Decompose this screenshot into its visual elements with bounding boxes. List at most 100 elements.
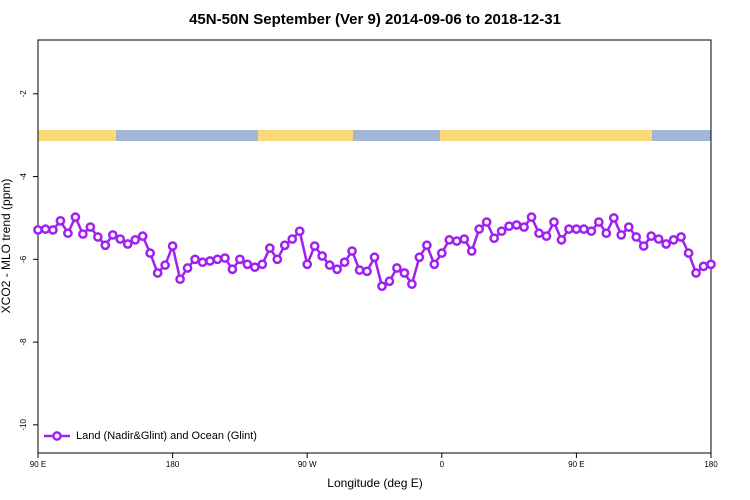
point bbox=[593, 217, 604, 227]
point bbox=[175, 274, 185, 285]
point bbox=[220, 253, 230, 263]
point bbox=[339, 257, 350, 268]
point bbox=[638, 241, 649, 251]
point bbox=[519, 222, 529, 232]
y-tick-label: -6 bbox=[19, 255, 28, 263]
point bbox=[107, 230, 118, 240]
land-band bbox=[440, 130, 652, 141]
point bbox=[324, 260, 335, 270]
point bbox=[294, 226, 305, 237]
point bbox=[92, 232, 103, 242]
land-band bbox=[258, 130, 353, 141]
point bbox=[586, 226, 597, 237]
point bbox=[48, 225, 58, 235]
chart-title: 45N-50N September (Ver 9) 2014-09-06 to … bbox=[189, 11, 561, 28]
point bbox=[511, 220, 522, 230]
point bbox=[70, 212, 81, 222]
point bbox=[242, 259, 253, 270]
point bbox=[332, 264, 342, 275]
point bbox=[100, 240, 111, 251]
point bbox=[676, 232, 686, 242]
point bbox=[145, 248, 156, 258]
point bbox=[137, 231, 148, 242]
land-band bbox=[38, 130, 116, 141]
y-tick-label: -2 bbox=[19, 90, 28, 98]
point bbox=[272, 254, 283, 265]
point bbox=[549, 217, 559, 227]
point bbox=[616, 230, 627, 240]
point bbox=[399, 268, 410, 278]
point bbox=[653, 234, 664, 244]
ocean-band bbox=[38, 130, 711, 141]
point bbox=[167, 241, 178, 251]
point bbox=[481, 217, 492, 227]
point bbox=[451, 236, 462, 246]
point bbox=[205, 256, 215, 266]
point bbox=[264, 243, 275, 254]
y-axis-label: XCO2 - MLO trend (ppm) bbox=[0, 179, 13, 314]
point bbox=[608, 213, 619, 223]
point bbox=[182, 263, 193, 273]
y-tick-label: -10 bbox=[19, 419, 28, 431]
point bbox=[78, 229, 88, 239]
point bbox=[496, 226, 507, 237]
point bbox=[257, 259, 268, 270]
x-tick-label: 90 E bbox=[568, 460, 584, 469]
point bbox=[279, 240, 290, 251]
point bbox=[466, 246, 477, 256]
point bbox=[556, 235, 567, 245]
point bbox=[526, 212, 537, 222]
point bbox=[384, 276, 395, 287]
x-tick-label: 180 bbox=[704, 460, 718, 469]
point bbox=[541, 231, 552, 242]
land-ocean-band bbox=[38, 130, 711, 141]
point bbox=[407, 279, 417, 290]
point bbox=[579, 224, 589, 234]
point bbox=[623, 222, 634, 232]
point bbox=[377, 281, 387, 292]
point bbox=[369, 252, 380, 263]
legend-label: Land (Nadir&Glint) and Ocean (Glint) bbox=[76, 430, 257, 442]
point bbox=[571, 224, 582, 234]
point bbox=[317, 251, 328, 261]
point bbox=[160, 260, 170, 270]
point bbox=[683, 248, 694, 258]
point bbox=[459, 234, 470, 244]
point bbox=[33, 225, 43, 235]
point bbox=[227, 264, 238, 275]
x-tick-label: 90 E bbox=[30, 460, 46, 469]
point bbox=[601, 228, 612, 239]
point bbox=[421, 240, 432, 251]
point bbox=[534, 228, 544, 239]
point bbox=[504, 221, 514, 232]
y-tick-label: -4 bbox=[19, 172, 28, 180]
point bbox=[429, 259, 440, 270]
point bbox=[152, 268, 163, 278]
point bbox=[414, 252, 425, 263]
point bbox=[309, 241, 320, 251]
x-tick-label: 0 bbox=[440, 460, 445, 469]
point bbox=[564, 224, 574, 234]
legend-marker bbox=[52, 431, 62, 441]
point bbox=[489, 233, 499, 244]
point bbox=[250, 262, 260, 273]
point bbox=[235, 254, 245, 265]
point bbox=[668, 235, 679, 245]
point bbox=[197, 257, 208, 268]
point bbox=[392, 263, 402, 273]
point bbox=[347, 246, 357, 256]
point bbox=[55, 215, 66, 226]
point bbox=[130, 235, 141, 245]
point bbox=[698, 261, 709, 272]
point bbox=[661, 239, 671, 249]
point bbox=[190, 254, 200, 265]
point bbox=[631, 232, 642, 242]
point bbox=[444, 235, 455, 245]
point bbox=[354, 265, 365, 275]
point bbox=[646, 231, 657, 242]
point bbox=[63, 228, 73, 239]
point bbox=[122, 239, 133, 249]
series-line bbox=[37, 214, 712, 289]
point bbox=[706, 259, 716, 270]
